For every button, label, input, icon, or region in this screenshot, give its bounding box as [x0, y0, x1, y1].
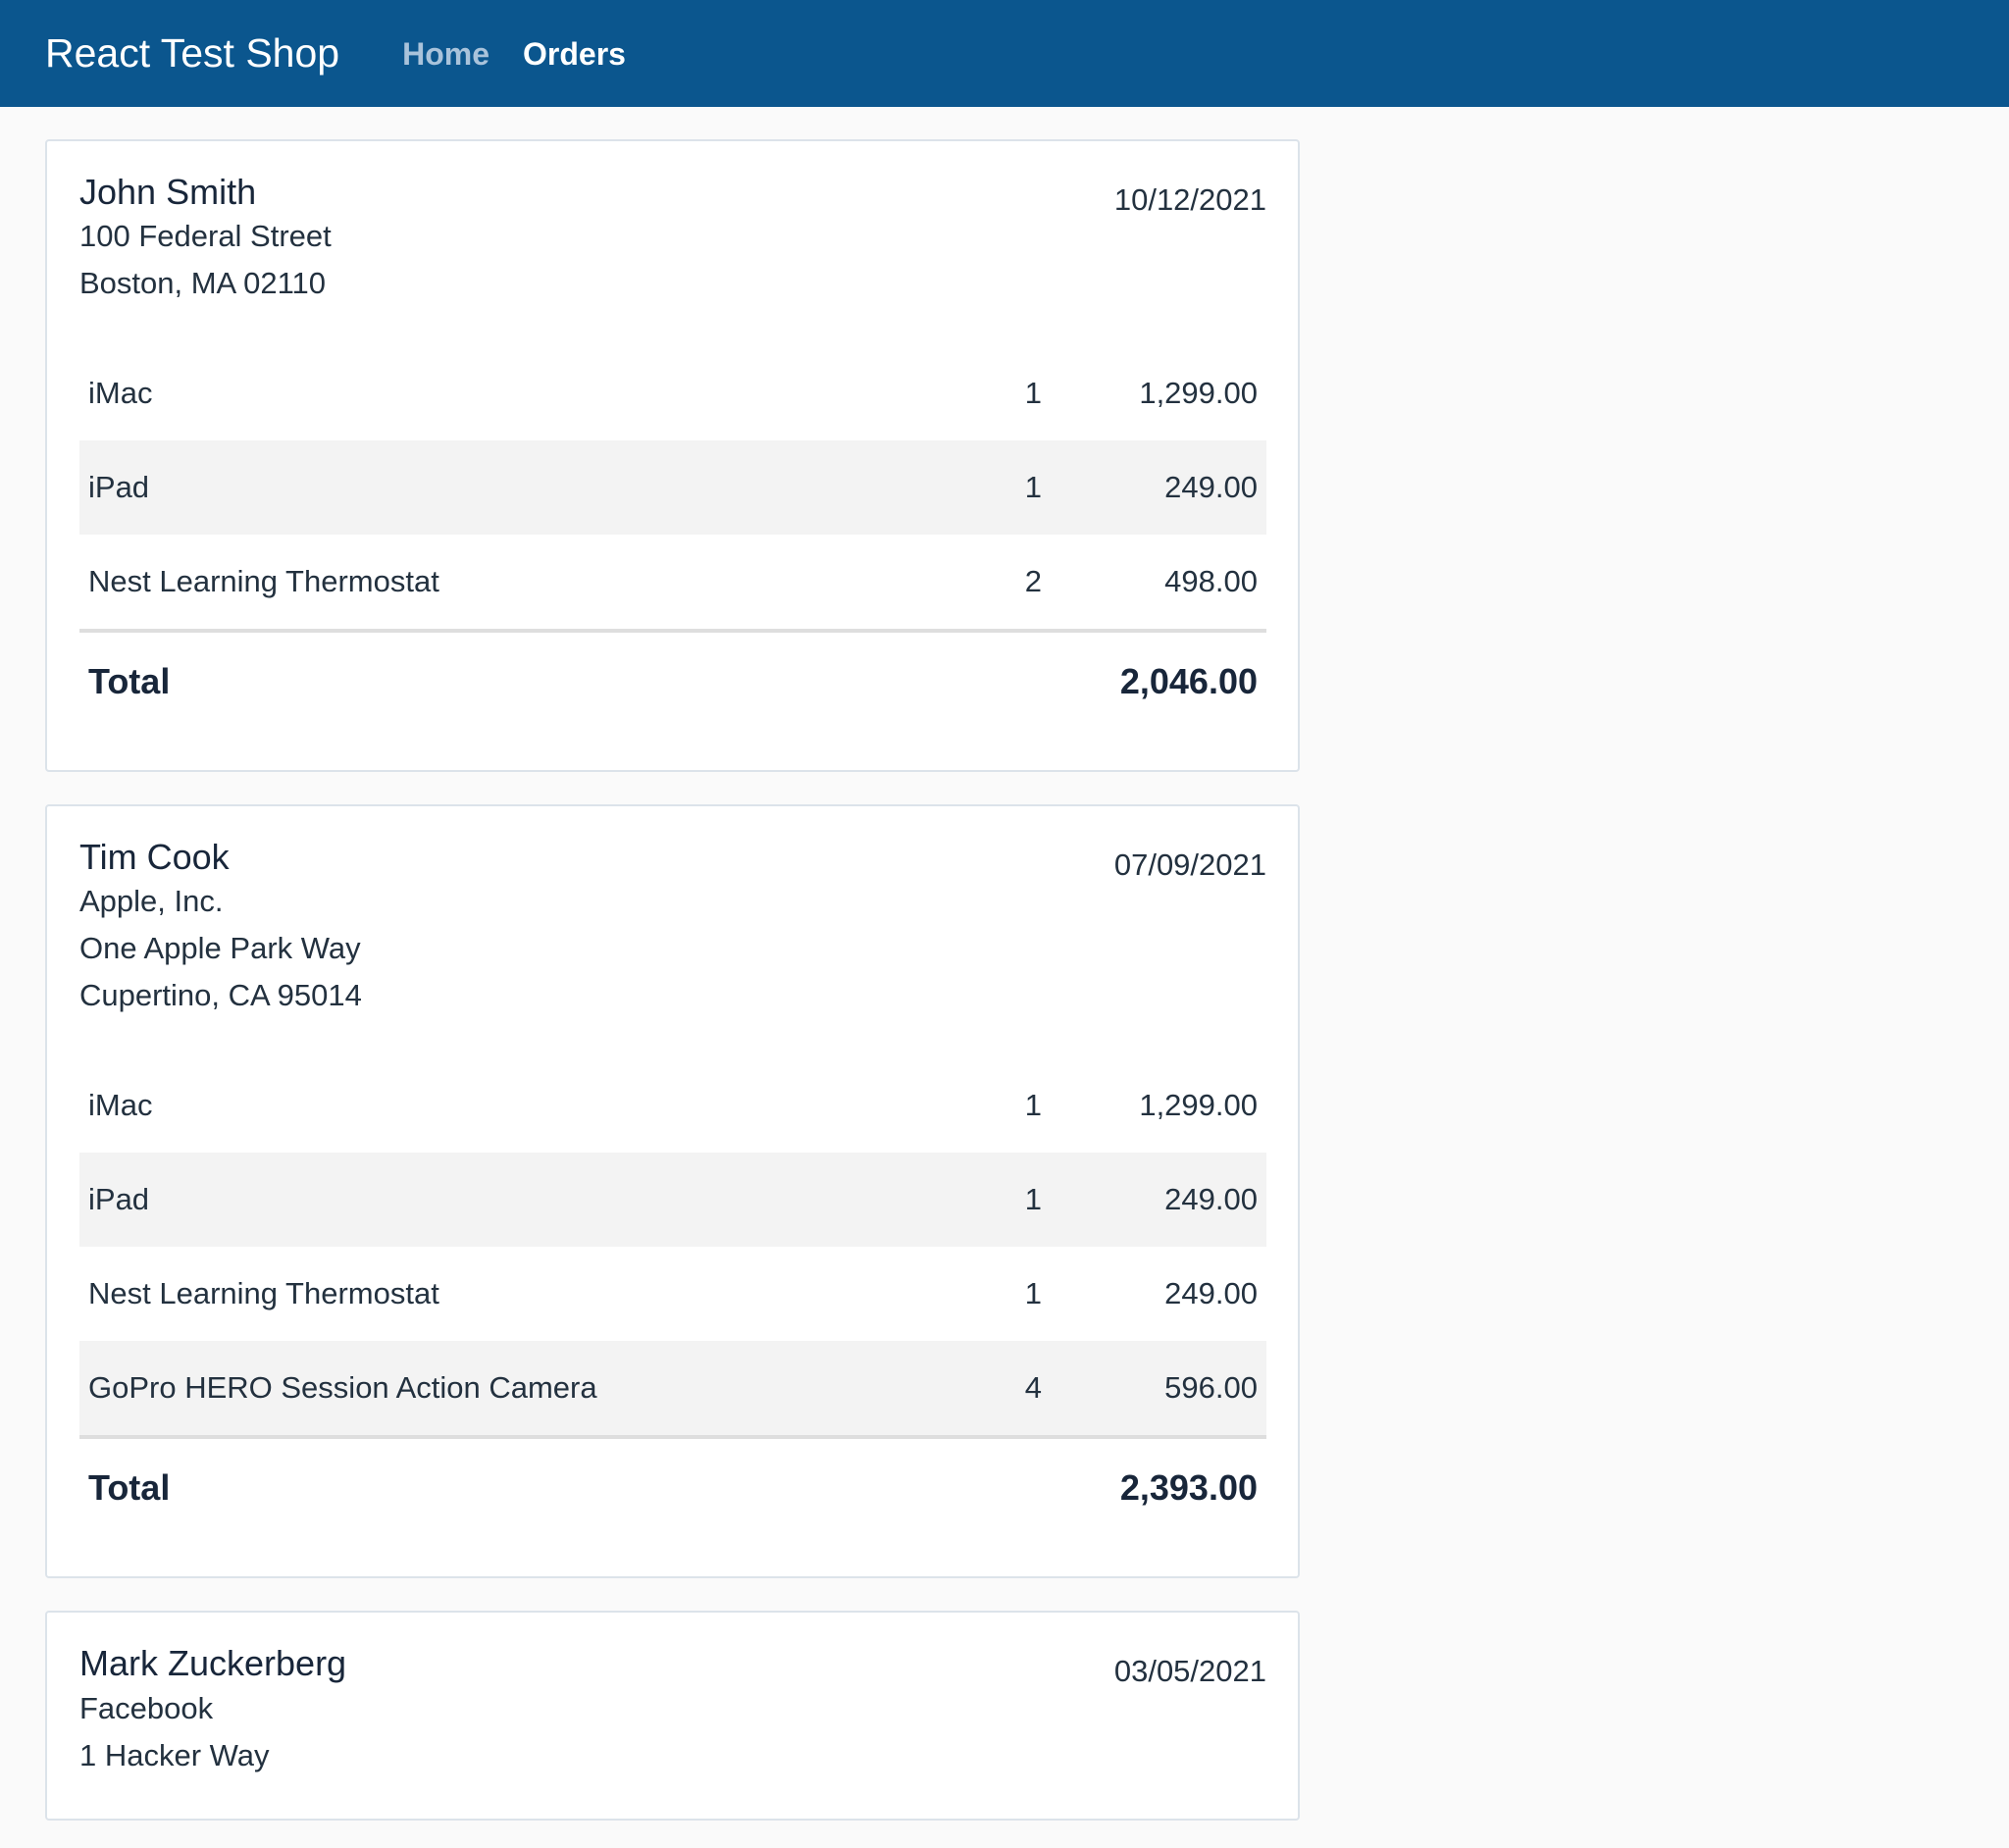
item-price: 498.00	[1164, 564, 1258, 599]
total-value: 2,046.00	[1119, 661, 1258, 702]
customer-name: Tim Cook	[79, 837, 230, 878]
app-header: React Test Shop Home Orders	[0, 0, 2009, 107]
item-qty: 1	[1024, 1182, 1042, 1217]
item-name: iMac	[88, 376, 153, 411]
total-row: Total 2,393.00	[79, 1435, 1266, 1537]
item-name: iPad	[88, 1182, 150, 1217]
item-qty: 1	[1024, 470, 1042, 505]
nav-home-link[interactable]: Home	[402, 35, 489, 72]
brand-title[interactable]: React Test Shop	[45, 30, 340, 76]
nav-orders-link[interactable]: Orders	[523, 35, 626, 72]
customer-name: Mark Zuckerberg	[79, 1643, 347, 1684]
item-name: iMac	[88, 1088, 153, 1123]
item-row: Nest Learning Thermostat 2 498.00	[79, 535, 1266, 629]
item-row: GoPro HERO Session Action Camera 4 596.0…	[79, 1341, 1266, 1436]
item-qty: 4	[1024, 1370, 1042, 1406]
item-qty: 1	[1024, 1276, 1042, 1311]
customer-info: Mark Zuckerberg Facebook 1 Hacker Way	[79, 1640, 346, 1778]
order-header: John Smith 100 Federal Street Boston, MA…	[79, 169, 1266, 307]
item-price: 249.00	[1164, 470, 1258, 505]
order-items: iMac 1 1,299.00 iPad 1 249.00 Nest Learn…	[79, 346, 1266, 731]
address-line: Cupertino, CA 95014	[79, 978, 362, 1013]
item-price: 249.00	[1164, 1182, 1258, 1217]
total-value: 2,393.00	[1119, 1467, 1258, 1509]
order-items: iMac 1 1,299.00 iPad 1 249.00 Nest Learn…	[79, 1058, 1266, 1537]
order-date: 03/05/2021	[1113, 1654, 1266, 1689]
address-line: 100 Federal Street	[79, 219, 332, 254]
order-card: John Smith 100 Federal Street Boston, MA…	[45, 139, 1300, 773]
total-label: Total	[88, 661, 171, 702]
item-price: 1,299.00	[1139, 1088, 1258, 1123]
item-name: iPad	[88, 470, 150, 505]
item-row: iPad 1 249.00	[79, 440, 1266, 536]
address-line: Apple, Inc.	[79, 884, 224, 919]
item-price: 249.00	[1164, 1276, 1258, 1311]
item-row: Nest Learning Thermostat 1 249.00	[79, 1247, 1266, 1341]
address-line: One Apple Park Way	[79, 931, 361, 966]
item-price: 596.00	[1164, 1370, 1258, 1406]
order-card: Tim Cook Apple, Inc. One Apple Park Way …	[45, 804, 1300, 1579]
item-name: Nest Learning Thermostat	[88, 564, 439, 599]
item-row: iMac 1 1,299.00	[79, 1058, 1266, 1153]
item-qty: 1	[1024, 1088, 1042, 1123]
customer-info: Tim Cook Apple, Inc. One Apple Park Way …	[79, 834, 362, 1019]
item-qty: 2	[1024, 564, 1042, 599]
item-row: iPad 1 249.00	[79, 1153, 1266, 1248]
address-line: Facebook	[79, 1690, 214, 1725]
orders-list: John Smith 100 Federal Street Boston, MA…	[0, 107, 2009, 1848]
item-qty: 1	[1024, 376, 1042, 411]
item-name: GoPro HERO Session Action Camera	[88, 1370, 597, 1406]
order-date: 10/12/2021	[1113, 182, 1266, 217]
address-line: 1 Hacker Way	[79, 1737, 270, 1772]
item-name: Nest Learning Thermostat	[88, 1276, 439, 1311]
total-label: Total	[88, 1467, 171, 1509]
order-date: 07/09/2021	[1113, 847, 1266, 883]
item-row: iMac 1 1,299.00	[79, 346, 1266, 440]
item-price: 1,299.00	[1139, 376, 1258, 411]
customer-info: John Smith 100 Federal Street Boston, MA…	[79, 169, 332, 307]
address-line: Boston, MA 02110	[79, 266, 327, 301]
order-header: Tim Cook Apple, Inc. One Apple Park Way …	[79, 834, 1266, 1019]
order-header: Mark Zuckerberg Facebook 1 Hacker Way 03…	[79, 1640, 1266, 1778]
total-row: Total 2,046.00	[79, 629, 1266, 731]
order-card: Mark Zuckerberg Facebook 1 Hacker Way 03…	[45, 1611, 1300, 1821]
customer-name: John Smith	[79, 172, 257, 212]
